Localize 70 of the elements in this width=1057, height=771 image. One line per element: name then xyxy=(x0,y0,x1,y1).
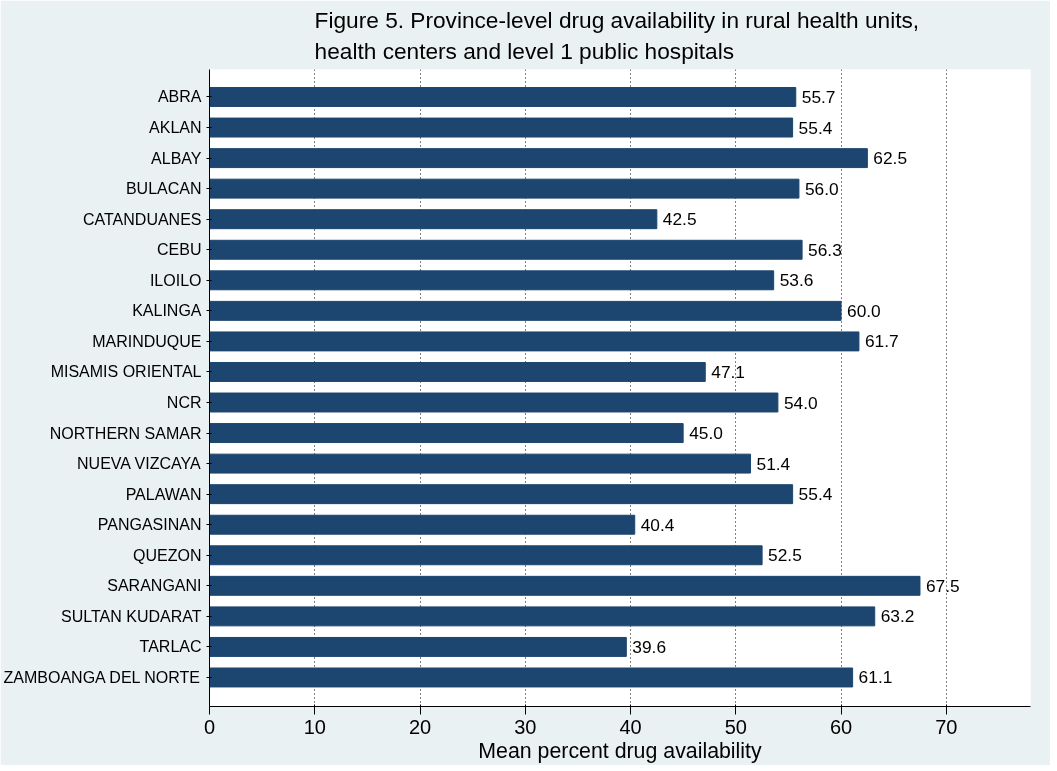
y-tick-label: ZAMBOANGA DEL NORTE xyxy=(3,668,201,686)
x-tick-label: 20 xyxy=(408,715,432,738)
bar xyxy=(209,331,860,352)
y-tick-label: PALAWAN xyxy=(125,485,202,503)
data-label: 60.0 xyxy=(847,300,881,321)
y-tick-label: CEBU xyxy=(157,241,202,259)
y-tick-label: BULACAN xyxy=(125,180,202,198)
bar xyxy=(209,87,797,107)
data-label: 56.0 xyxy=(804,178,839,199)
x-tick-label: 40 xyxy=(619,715,642,738)
chart-title: Figure 5. Province-level drug availability in rural health units, health centers and level 1 public hospitals xyxy=(314,7,920,65)
bar xyxy=(209,423,684,444)
y-tick-label: ILOILO xyxy=(149,271,202,289)
y-tick-label: PANGASINAN xyxy=(97,516,202,534)
bar xyxy=(209,545,763,566)
bar xyxy=(209,575,921,596)
data-label: 61.1 xyxy=(858,667,893,688)
data-label: 56.3 xyxy=(808,239,842,260)
data-label: 67.5 xyxy=(925,575,960,596)
y-tick-label: SULTAN KUDARAT xyxy=(61,607,202,625)
y-tick-label: MARINDUQUE xyxy=(92,332,202,350)
x-tick-label: 50 xyxy=(724,715,747,738)
y-tick-label: AKLAN xyxy=(149,119,202,137)
data-label: 47.1 xyxy=(711,361,745,382)
y-tick-label: SARANGANI xyxy=(107,577,202,595)
x-tick-label: 30 xyxy=(514,715,537,738)
x-tick-label: 10 xyxy=(303,715,326,738)
bar xyxy=(209,484,794,505)
y-tick-label: ALBAY xyxy=(151,149,202,167)
bar xyxy=(209,239,803,260)
y-tick-label: KALINGA xyxy=(132,302,202,320)
data-label: 53.6 xyxy=(779,270,814,291)
y-tick-label: CATANDUANES xyxy=(82,210,202,228)
data-label: 55.4 xyxy=(798,117,833,138)
data-label: 55.4 xyxy=(798,484,833,505)
y-tick-label: NORTHERN SAMAR xyxy=(49,424,202,442)
y-tick-label: TARLAC xyxy=(139,638,202,656)
bar xyxy=(209,361,706,382)
bar xyxy=(209,667,854,688)
y-tick-label: MISAMIS ORIENTAL xyxy=(50,363,202,381)
y-tick-label: NCR xyxy=(166,394,202,412)
bar xyxy=(209,453,752,474)
y-tick-label: ABRA xyxy=(157,88,202,106)
x-axis-title: Mean percent drug availability xyxy=(478,738,763,763)
data-label: 61.7 xyxy=(864,331,899,352)
bar xyxy=(209,270,775,291)
data-label: 51.4 xyxy=(756,453,791,474)
x-tick-label: 60 xyxy=(829,715,853,738)
data-label: 39.6 xyxy=(632,636,667,657)
y-tick-label: QUEZON xyxy=(133,546,202,564)
bar xyxy=(209,178,800,199)
data-label: 52.5 xyxy=(768,545,802,566)
data-label: 40.4 xyxy=(640,514,675,535)
data-label: 45.0 xyxy=(689,423,723,444)
data-label: 42.5 xyxy=(662,209,697,230)
data-label: 55.7 xyxy=(801,87,836,107)
bar xyxy=(209,148,868,169)
bar xyxy=(209,117,794,138)
data-label: 62.5 xyxy=(873,148,908,169)
data-label: 54.0 xyxy=(783,392,818,413)
bar xyxy=(209,300,842,321)
data-label: 63.2 xyxy=(880,606,915,627)
bar xyxy=(209,209,658,230)
bar xyxy=(209,606,876,627)
x-tick-label: 70 xyxy=(935,715,958,738)
x-tick-label: 0 xyxy=(203,715,216,738)
bar xyxy=(209,514,636,535)
bar xyxy=(209,392,779,413)
bar xyxy=(209,636,627,657)
y-tick-label: NUEVA VIZCAYA xyxy=(77,455,201,473)
